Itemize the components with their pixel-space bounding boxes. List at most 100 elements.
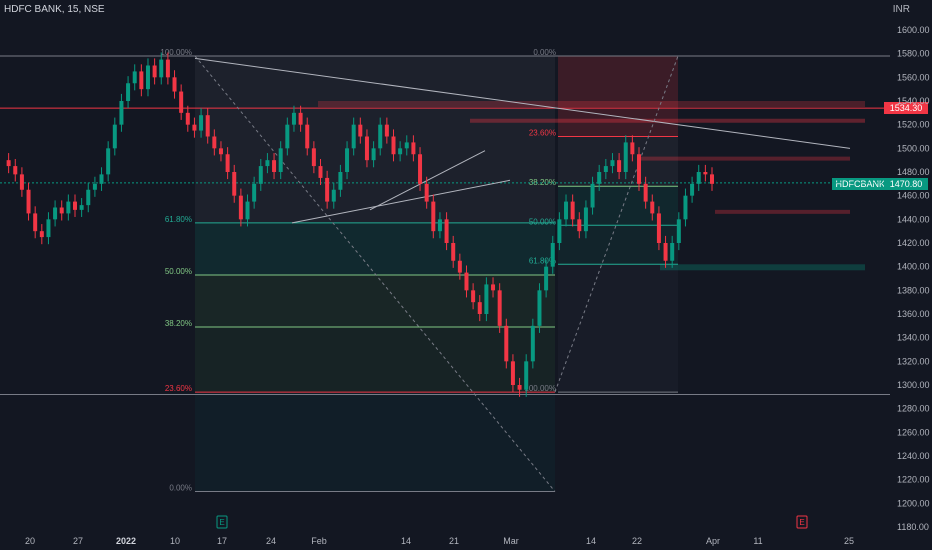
- candle-body: [179, 91, 184, 113]
- fib-right-label: 0.00%: [533, 48, 556, 57]
- candle-body: [670, 243, 675, 261]
- y-tick-label: 1460.00: [897, 191, 930, 201]
- candle-body: [418, 154, 423, 184]
- candle-body: [411, 142, 416, 155]
- candle-body: [318, 166, 323, 178]
- candle-body: [205, 115, 210, 137]
- x-tick-label: 24: [266, 536, 276, 546]
- fib-left-zone: [195, 392, 555, 492]
- fib-left-label: 23.60%: [165, 384, 192, 393]
- candle-body: [623, 142, 628, 172]
- candle-body: [66, 201, 71, 214]
- candle-body: [398, 148, 403, 155]
- y-tick-label: 1600.00: [897, 25, 930, 35]
- candle-body: [331, 189, 336, 202]
- y-tick-label: 1440.00: [897, 214, 930, 224]
- candle-body: [710, 174, 714, 184]
- candle-body: [99, 174, 104, 184]
- y-tick-label: 1260.00: [897, 427, 930, 437]
- candle-body: [656, 213, 661, 243]
- candle-body: [444, 219, 449, 243]
- fib-left-zone: [195, 274, 555, 328]
- candle-body: [471, 290, 476, 303]
- candle-body: [278, 148, 283, 172]
- candle-body: [524, 361, 529, 390]
- candle-body: [245, 201, 250, 220]
- supply-zone: [715, 209, 850, 214]
- candle-body: [424, 183, 429, 202]
- x-tick-label: 11: [753, 536, 762, 546]
- fib-right-zone: [558, 56, 678, 137]
- candle-body: [464, 272, 469, 291]
- supply-zone: [470, 118, 865, 123]
- trendline: [194, 57, 851, 149]
- x-tick-label: Mar: [503, 536, 519, 546]
- candle-body: [325, 177, 330, 202]
- candle-body: [564, 201, 569, 220]
- candle-body: [172, 77, 177, 92]
- supply-zone: [318, 101, 865, 107]
- candle-body: [617, 160, 622, 172]
- candle-body: [457, 260, 462, 273]
- fib-left-zone: [195, 222, 555, 275]
- candle-body: [119, 101, 124, 125]
- y-tick-label: 1480.00: [897, 167, 930, 177]
- y-tick-label: 1420.00: [897, 238, 930, 248]
- fib-right-label: 23.60%: [529, 129, 556, 138]
- trendline: [369, 150, 486, 211]
- candle-body: [112, 124, 117, 149]
- candle-body: [225, 154, 230, 172]
- y-tick-label: 1580.00: [897, 49, 930, 59]
- candle-body: [603, 166, 608, 172]
- fib-right-zone: [558, 264, 678, 393]
- candle-body: [39, 231, 44, 238]
- fib-right-label: 50.00%: [529, 217, 556, 226]
- x-tick-label: 17: [217, 536, 227, 546]
- candle-body: [192, 124, 197, 131]
- candle-body: [637, 154, 642, 184]
- candle-body: [19, 174, 24, 190]
- candle-body: [577, 219, 582, 232]
- candle-body: [72, 201, 77, 210]
- candle-body: [126, 83, 131, 101]
- fib-left-label: 100.00%: [160, 48, 192, 57]
- candle-body: [484, 284, 489, 314]
- x-tick-label: 27: [73, 536, 83, 546]
- candle-body: [358, 124, 363, 137]
- y-tick-label: 1540.00: [897, 96, 930, 106]
- earnings-label: E: [799, 518, 804, 527]
- candle-body: [152, 65, 157, 78]
- candle-body: [371, 148, 376, 161]
- candle-body: [491, 284, 496, 291]
- candle-body: [630, 142, 635, 155]
- y-tick-label: 1560.00: [897, 72, 930, 82]
- supply-zone: [640, 156, 850, 161]
- candle-body: [517, 385, 522, 390]
- fib-left-zone: [195, 56, 555, 223]
- candle-body: [218, 148, 223, 155]
- candle-body: [46, 219, 51, 238]
- candle-body: [384, 124, 389, 137]
- candle-body: [79, 205, 84, 210]
- fib-left-label: 61.80%: [165, 215, 192, 224]
- candle-body: [305, 124, 310, 149]
- candle-body: [544, 266, 549, 291]
- candle-body: [703, 172, 708, 175]
- candle-body: [285, 124, 290, 149]
- candle-body: [6, 160, 11, 167]
- x-tick-label: 21: [449, 536, 459, 546]
- fib-diagonal: [194, 55, 556, 492]
- candle-body: [185, 112, 190, 125]
- candle-body: [610, 160, 615, 167]
- candle-body: [106, 148, 111, 175]
- candle-body: [13, 166, 18, 175]
- candle-body: [139, 71, 144, 90]
- candle-body: [132, 71, 137, 84]
- y-tick-label: 1360.00: [897, 309, 930, 319]
- candle-body: [291, 112, 296, 125]
- candle-body: [345, 148, 350, 172]
- candle-body: [53, 207, 58, 220]
- fib-right-label: 100.00%: [524, 384, 556, 393]
- candle-body: [550, 243, 555, 267]
